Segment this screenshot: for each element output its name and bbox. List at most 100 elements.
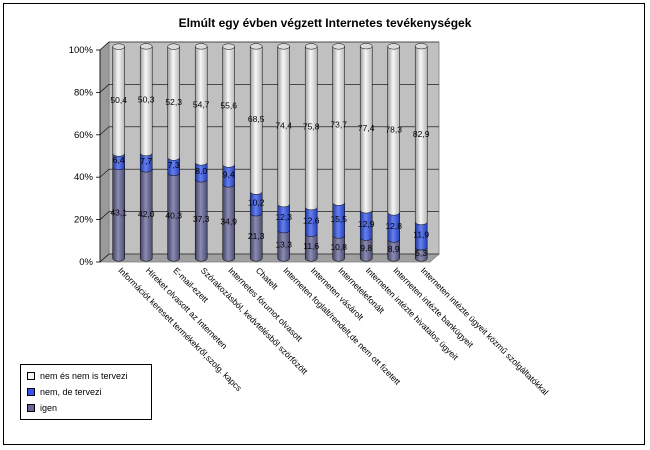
data-label: 73,7 [330,120,347,130]
legend-item: igen [27,400,151,416]
bar-segment [304,206,318,237]
bar-segment [414,45,428,225]
bar-segment [414,246,428,262]
y-tick-label: 0% [79,257,93,268]
data-label: 50,4 [110,95,127,105]
data-label: 15,5 [330,214,347,224]
legend-swatch [27,388,35,396]
bar-segment [112,166,125,262]
data-label: 75,8 [303,122,320,132]
bar-segment [194,162,208,183]
bar-segment [332,202,345,239]
bar-top-cap [112,43,125,50]
bar-top-cap [222,43,235,50]
bar-segment [222,184,235,262]
data-label: 9,8 [360,243,372,253]
gridline-diagonal [99,41,110,51]
data-label: 74,4 [275,120,292,130]
y-tick-label: 60% [74,130,94,141]
bar-segment [359,45,373,214]
bar-top-cap [387,43,400,50]
bar-segment [332,235,345,262]
gridline-diagonal [99,168,110,178]
data-label: 42,0 [138,209,155,219]
y-tick-label: 80% [74,87,94,98]
data-label: 43,1 [110,208,127,218]
bar-top-cap [194,43,208,50]
bar-top-cap [139,43,153,50]
bar-segment [167,46,180,161]
bar-top-cap [332,43,345,50]
data-label: 9,4 [223,169,235,179]
data-label: 12,6 [303,215,320,225]
legend-label: nem, de tervezi [40,387,102,397]
bar-segment [414,221,428,251]
data-label: 8,0 [195,166,207,176]
data-label: 55,6 [220,101,237,111]
bar-segment [249,191,263,217]
data-label: 11,9 [413,230,429,240]
legend-item: nem, de tervezi [27,384,151,400]
data-label: 78,3 [385,124,402,134]
plot-side-wall [99,41,110,263]
data-label: 68,5 [248,114,265,124]
bar-top-cap [167,43,180,50]
data-label: 12,8 [385,221,402,231]
bar-segment [249,46,263,195]
chart-legend: nem és nem is tervezi nem, de tervezi igen [20,364,152,420]
data-label: 13,3 [275,239,292,249]
bar-segment [277,203,290,234]
bar-top-cap [277,43,290,50]
bar-segment [139,46,153,157]
bar-segment [167,172,180,262]
bar-segment [139,169,153,262]
data-label: 8,9 [388,244,400,254]
bar-segment [332,46,345,206]
legend-label: igen [40,403,58,413]
data-label: 52,3 [165,97,182,107]
bar-segment [387,46,400,216]
bar-segment [359,237,373,262]
data-label: 7,3 [168,160,180,170]
gridline-diagonal [99,253,110,263]
data-label: 5,3 [415,248,427,258]
bar-segment [277,46,290,208]
gridline-diagonal [99,84,110,93]
bar-segment [249,212,263,262]
gridline-diagonal [99,126,110,136]
data-label: 50,3 [138,95,155,105]
bar-segment [194,46,208,166]
data-label: 54,7 [193,99,210,109]
data-label: 40,3 [165,211,182,221]
bar-segment [167,157,180,177]
data-label: 77,4 [358,123,375,133]
legend-swatch [27,372,35,380]
bar-top-cap [414,43,428,50]
chart-title: Elmúlt egy évben végzett Internetes tevé… [178,16,472,30]
bar-segment [387,212,400,243]
data-label: 11,6 [303,241,319,251]
data-label: 12,3 [275,212,292,222]
bar-segment [304,233,318,262]
x-tick-label: Interneten intézte ügyeit közmű szolgált… [419,265,551,397]
bar-segment [222,164,235,188]
y-tick-label: 40% [74,172,94,183]
bar-top-cap [249,43,263,50]
data-label: 10,2 [248,197,265,207]
data-label: 21,3 [248,231,265,241]
bar-segment [112,153,125,171]
bar-top-cap [304,43,318,50]
bar-segment [112,46,125,157]
y-tick-label: 20% [74,215,94,226]
data-label: 10,8 [330,242,347,252]
data-label: 34,9 [220,216,237,226]
x-tick-label: Chatelt [254,265,281,292]
legend-item: nem és nem is tervezi [27,368,151,384]
bar-segment [139,152,153,173]
bar-top-cap [359,43,373,50]
data-label: 7,7 [140,156,152,166]
bar-segment [222,46,235,168]
data-label: 37,3 [193,214,210,224]
y-tick-label: 100% [69,45,94,56]
